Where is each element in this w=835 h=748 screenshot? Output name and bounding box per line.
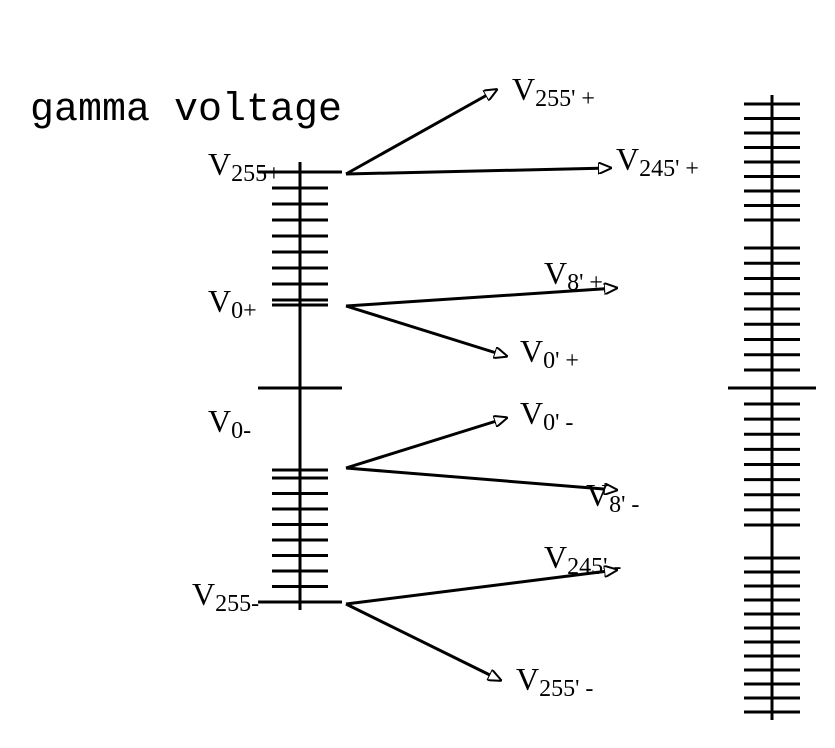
diagram-title: gamma voltage (30, 88, 342, 133)
